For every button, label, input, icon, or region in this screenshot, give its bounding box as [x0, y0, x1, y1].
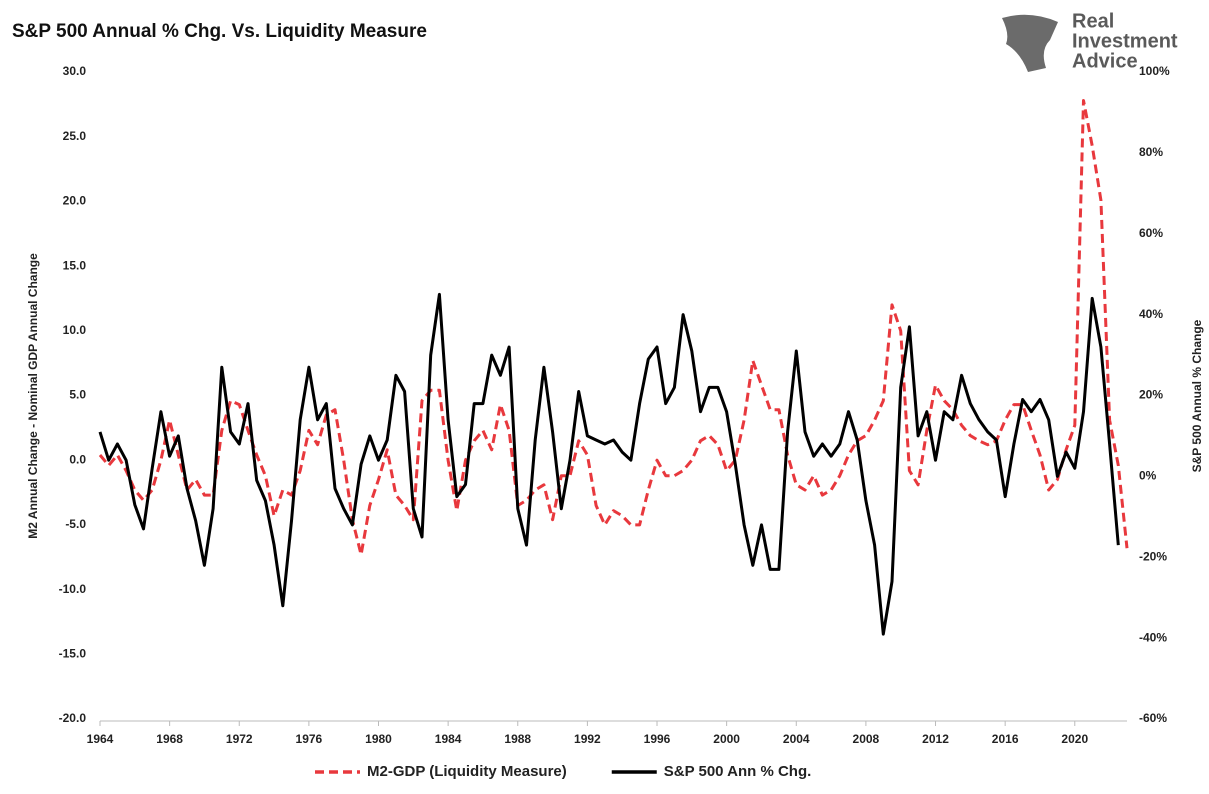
y-tick-label: 10.0 [63, 323, 87, 337]
x-tick-label: 1988 [504, 732, 531, 746]
x-tick-label: 2016 [992, 732, 1019, 746]
x-tick-label: 2004 [783, 732, 810, 746]
x-tick-label: 2012 [922, 732, 949, 746]
y2-tick-label: 100% [1139, 64, 1170, 78]
y-tick-label: 0.0 [69, 452, 86, 466]
y2-tick-label: -40% [1139, 630, 1167, 644]
y2-tick-label: 0% [1139, 469, 1157, 483]
logo-text: Real [1072, 10, 1114, 32]
y-tick-label: 20.0 [63, 194, 87, 208]
y-tick-label: 30.0 [63, 64, 87, 78]
y2-tick-label: 40% [1139, 307, 1163, 321]
legend-label: M2-GDP (Liquidity Measure) [367, 763, 567, 780]
y-tick-label: -5.0 [65, 517, 86, 531]
y2-tick-label: 60% [1139, 226, 1163, 240]
x-tick-label: 1996 [644, 732, 671, 746]
logo-icon [1002, 14, 1058, 73]
legend-label: S&P 500 Ann % Chg. [664, 763, 812, 780]
y-tick-label: 5.0 [69, 388, 86, 402]
y-axis-label: M2 Annual Change - Nominal GDP Annual Ch… [26, 253, 40, 539]
y2-axis-label: S&P 500 Annual % Change [1190, 319, 1204, 472]
chart-title: S&P 500 Annual % Chg. Vs. Liquidity Meas… [12, 21, 427, 42]
x-tick-label: 1972 [226, 732, 253, 746]
x-tick-label: 1984 [435, 732, 462, 746]
series-line [98, 99, 1129, 557]
x-tick-label: 1968 [156, 732, 183, 746]
logo-text: Advice [1072, 50, 1138, 72]
series-line [98, 292, 1120, 636]
logo-text: Investment [1072, 30, 1178, 52]
x-tick-label: 2020 [1061, 732, 1088, 746]
x-tick-label: 1976 [296, 732, 323, 746]
x-tick-label: 1992 [574, 732, 601, 746]
y2-tick-label: -60% [1139, 711, 1167, 725]
x-tick-label: 1964 [87, 732, 114, 746]
logo: Real Investment Advice [1002, 10, 1178, 72]
y2-tick-label: -20% [1139, 549, 1167, 563]
x-tick-label: 2000 [713, 732, 740, 746]
y-tick-label: 25.0 [63, 129, 87, 143]
y-tick-label: -15.0 [59, 646, 87, 660]
y2-tick-label: 80% [1139, 145, 1163, 159]
y-tick-label: -10.0 [59, 582, 87, 596]
y-tick-label: -20.0 [59, 711, 87, 725]
y2-tick-label: 20% [1139, 388, 1163, 402]
x-tick-label: 1980 [365, 732, 392, 746]
x-tick-label: 2008 [853, 732, 880, 746]
y-tick-label: 15.0 [63, 258, 87, 272]
